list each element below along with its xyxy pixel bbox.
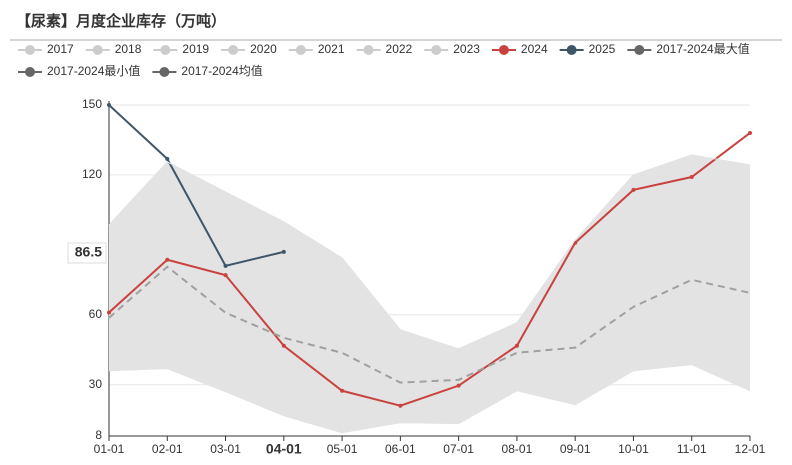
band-edge (108, 154, 751, 350)
legend-label[interactable]: 2017 (47, 42, 74, 56)
legend-label[interactable]: 2025 (589, 42, 616, 56)
legend-label[interactable]: 2024 (521, 42, 548, 56)
x-tick-label: 09-01 (560, 442, 591, 456)
data-point (689, 175, 694, 180)
chart-title: 【尿素】月度企业库存（万吨） (16, 12, 226, 30)
x-tick-label: 01-01 (94, 442, 125, 456)
legend-icon-dot (431, 45, 442, 55)
y-tick-label: 150 (82, 97, 102, 111)
data-point (165, 257, 170, 262)
legend-icon-dot (228, 45, 239, 55)
data-point (107, 310, 111, 315)
legend-icon-dot (295, 45, 306, 55)
x-tick-label: 06-01 (385, 442, 416, 456)
legend-icon-dot (160, 45, 171, 55)
data-point (340, 388, 345, 393)
series-line (108, 104, 285, 267)
legend-icon-dot (92, 45, 103, 55)
x-tick-label: 02-01 (152, 442, 183, 456)
data-point (223, 263, 228, 268)
x-tick-label: 07-01 (443, 442, 474, 456)
legend-icon-dot (363, 45, 374, 55)
legend-label[interactable]: 2021 (318, 42, 345, 56)
band-edge (108, 364, 751, 434)
legend-label[interactable]: 2019 (182, 42, 209, 56)
series-line (108, 132, 751, 407)
range-band (109, 154, 750, 433)
series-line (108, 265, 751, 384)
y-tick-label: 60 (89, 307, 103, 321)
data-point (398, 403, 403, 408)
legend-icon-dot (634, 45, 645, 55)
x-tick-label: 10-01 (618, 442, 649, 456)
x-tick-label: 05-01 (327, 442, 358, 456)
data-point (748, 130, 752, 135)
legend-label[interactable]: 2017-2024均值 (181, 63, 262, 78)
y-tick-label: 120 (82, 167, 102, 181)
data-point (281, 249, 286, 254)
x-tick-label: 11-01 (677, 442, 707, 456)
legend-icon-dot (25, 67, 35, 77)
x-tick-label: 12-01 (735, 442, 766, 456)
data-point (456, 383, 461, 388)
data-point (281, 343, 286, 348)
legend-icon-dot (566, 45, 577, 55)
data-point (107, 103, 111, 107)
legend-label[interactable]: 2023 (453, 42, 480, 56)
y-tick-label: 8 (95, 428, 102, 442)
legend-label[interactable]: 2022 (386, 42, 413, 56)
legend-label[interactable]: 2020 (250, 42, 277, 56)
x-tick-label: 03-01 (210, 442, 241, 456)
axis-pointer-box (67, 242, 107, 264)
legend-label[interactable]: 2017-2024最大值 (656, 41, 749, 56)
legend-label[interactable]: 2018 (115, 42, 142, 56)
data-point (631, 187, 636, 192)
legend-label[interactable]: 2017-2024最小值 (47, 63, 140, 78)
legend-icon-dot (159, 67, 170, 77)
legend-icon-dot (498, 45, 509, 55)
data-point (223, 273, 228, 278)
legend-icon-dot (25, 45, 35, 55)
y-tick-label: 30 (89, 377, 103, 391)
data-point (514, 343, 519, 348)
axis-pointer-label: 86.5 (75, 244, 102, 260)
data-point (165, 156, 170, 161)
axis-pointer: 86.5 (67, 242, 107, 264)
x-tick-label: 04-01 (266, 441, 302, 457)
x-tick-label: 08-01 (502, 442, 533, 456)
